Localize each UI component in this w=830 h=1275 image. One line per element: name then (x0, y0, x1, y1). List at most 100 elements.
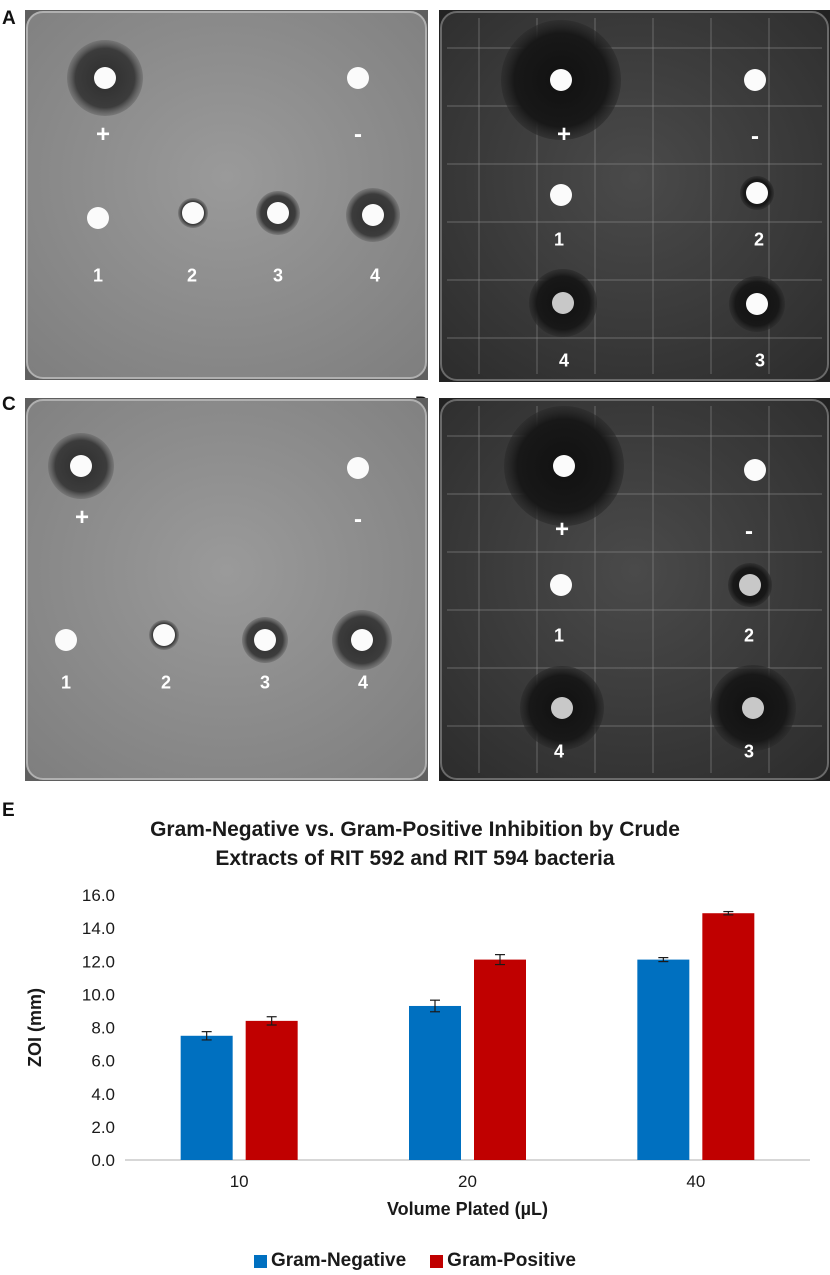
well-d-2 (728, 563, 772, 607)
y-tick-label: 2.0 (91, 1118, 115, 1137)
well-a-positive (67, 40, 143, 116)
well-label: 2 (753, 229, 765, 250)
well-label: - (354, 121, 362, 148)
agar-plate-a: + - 1 2 3 4 (25, 10, 428, 380)
legend-label-gram-positive: Gram-Positive (447, 1250, 576, 1271)
well-label: 4 (357, 672, 369, 693)
agar-plate-b: + - 1 2 4 3 (439, 10, 830, 382)
well-b-1 (550, 184, 572, 206)
well-c-3 (242, 617, 288, 663)
well-a-4 (346, 188, 400, 242)
paper-disc (550, 574, 572, 596)
well-c-4 (332, 610, 392, 670)
well-label: 3 (743, 741, 755, 762)
paper-disc (744, 459, 766, 481)
paper-disc (70, 455, 92, 477)
well-a-2 (178, 198, 208, 228)
well-label: 1 (553, 229, 565, 250)
well-a-1 (87, 207, 109, 229)
paper-disc (742, 697, 764, 719)
error-bar (495, 954, 505, 966)
x-tick-label: 10 (230, 1172, 249, 1191)
legend-swatch-gram-negative (254, 1254, 267, 1268)
error-bar (723, 910, 734, 916)
x-tick-label: 40 (686, 1172, 705, 1191)
well-d-3 (710, 665, 796, 751)
y-tick-label: 4.0 (91, 1085, 115, 1104)
paper-disc (550, 184, 572, 206)
well-b-4 (529, 269, 597, 337)
paper-disc (94, 67, 116, 89)
legend-label-gram-negative: Gram-Negative (271, 1250, 407, 1271)
bar-gram-positive-20 (474, 959, 526, 1160)
well-c-negative (347, 457, 369, 479)
bar-gram-negative-40 (637, 959, 690, 1160)
well-label: 1 (553, 625, 565, 646)
well-label: + (554, 516, 570, 543)
well-d-negative (744, 459, 766, 481)
chart-title-line-2: Extracts of RIT 592 and RIT 594 bacteria (215, 847, 615, 870)
bar-gram-positive-40 (702, 913, 755, 1160)
paper-disc (87, 207, 109, 229)
well-label: 1 (60, 672, 72, 693)
paper-disc (739, 574, 761, 596)
well-label: 1 (92, 265, 104, 286)
bar-gram-negative-10 (180, 1035, 233, 1160)
y-tick-label: 14.0 (82, 919, 115, 938)
y-tick-label: 10.0 (82, 985, 115, 1004)
well-label: + (74, 504, 90, 531)
error-bar (658, 957, 669, 963)
paper-disc (552, 292, 574, 314)
paper-disc (347, 67, 369, 89)
well-label: 3 (754, 350, 766, 371)
chart-legend: Gram-Negative Gram-Positive (0, 1250, 830, 1272)
well-c-positive (48, 433, 114, 499)
well-c-1 (55, 629, 77, 651)
paper-disc (267, 202, 289, 224)
paper-disc (553, 455, 575, 477)
y-tick-label: 16.0 (82, 886, 115, 905)
well-label: 4 (558, 350, 570, 371)
well-d-1 (550, 574, 572, 596)
well-label: 4 (369, 265, 381, 286)
y-tick-label: 6.0 (91, 1052, 115, 1071)
well-b-2 (740, 176, 774, 210)
plate-photo-c (25, 398, 428, 781)
paper-disc (551, 697, 573, 719)
well-label: 2 (743, 625, 755, 646)
well-a-3 (256, 191, 300, 235)
error-bar (266, 1016, 277, 1026)
paper-disc (550, 69, 572, 91)
paper-disc (153, 624, 175, 646)
chart-title-line-1: Gram-Negative vs. Gram-Positive Inhibiti… (150, 818, 680, 841)
well-label: 3 (259, 672, 271, 693)
well-b-positive (501, 20, 621, 140)
paper-disc (746, 293, 768, 315)
agar-plate-c: + - 1 2 3 4 (25, 398, 428, 781)
paper-disc (362, 204, 384, 226)
paper-disc (744, 69, 766, 91)
plate-photo-a (25, 10, 428, 380)
y-tick-label: 12.0 (82, 952, 115, 971)
bar-gram-positive-10 (245, 1020, 298, 1160)
agar-plate-d: + - 1 2 4 3 (439, 398, 830, 781)
well-label: 4 (553, 741, 565, 762)
error-bar (430, 999, 440, 1013)
well-c-2 (149, 620, 179, 650)
well-label: 2 (160, 672, 172, 693)
well-label: + (95, 121, 111, 148)
paper-disc (347, 457, 369, 479)
well-label: 2 (186, 265, 198, 286)
y-tick-label: 0.0 (91, 1151, 115, 1170)
well-label: - (751, 123, 759, 150)
well-label: - (745, 518, 753, 545)
well-d-4 (520, 666, 604, 750)
paper-disc (351, 629, 373, 651)
x-axis-label: Volume Plated (µL) (387, 1199, 548, 1219)
legend-item-gram-negative: Gram-Negative (254, 1250, 406, 1272)
well-label: - (354, 506, 362, 533)
panel-letter-a: A (2, 8, 16, 29)
legend-item-gram-positive: Gram-Positive (430, 1250, 576, 1272)
well-d-positive (504, 406, 624, 526)
y-axis-label: ZOI (mm) (25, 988, 45, 1067)
